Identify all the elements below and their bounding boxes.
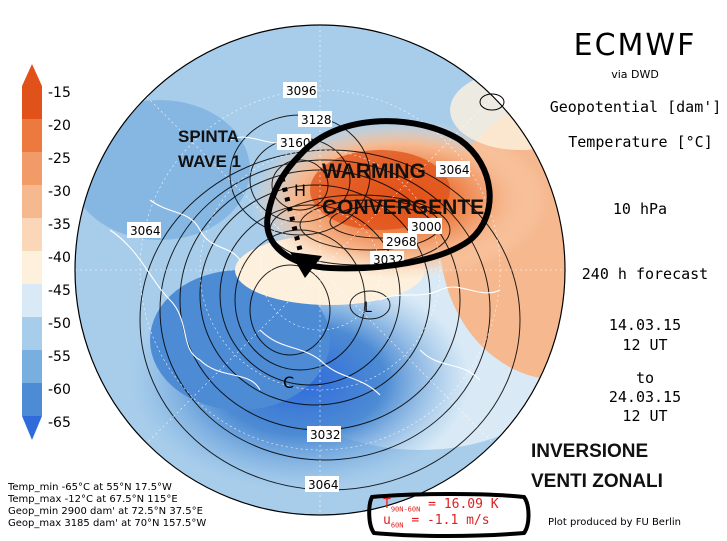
inversione-label-line1: INVERSIONE <box>531 441 649 462</box>
t-index-subscript: 90N-60N <box>390 505 421 514</box>
contour-label: 3064 <box>439 163 470 177</box>
low-center-label-2: L <box>364 300 372 316</box>
contour-label: 3064 <box>308 478 339 492</box>
end-date: 24.03.15 <box>608 388 682 406</box>
low-center-label: C <box>283 373 294 392</box>
level-label: 10 hPa <box>612 200 668 218</box>
spinta-label-line1: SPINTA <box>178 127 240 146</box>
warming-label-line2: CONVERGENTE <box>322 196 485 219</box>
colorbar-label: -55 <box>48 349 71 365</box>
contour-label: 2968 <box>386 235 417 249</box>
high-center-label: H <box>294 181 306 200</box>
model-title: ECMWF <box>573 28 697 63</box>
contour-label: 3160 <box>280 136 311 150</box>
u-index-subscript: 60N <box>390 521 404 530</box>
to-label: to <box>635 369 655 387</box>
colorbar-label: -40 <box>48 250 71 266</box>
colorbar-label: -30 <box>48 184 71 200</box>
credit-label: Plot produced by FU Berlin <box>548 517 681 528</box>
t-index-value: = 16.09 K <box>428 497 499 512</box>
wave1-arrow-shaft <box>279 177 303 251</box>
temp-max-stat: Temp_max -12°C at 67.5°N 115°E <box>8 494 178 505</box>
u-index: u60N = -1.1 m/s <box>383 513 490 530</box>
colorbar <box>22 64 42 440</box>
start-time: 12 UT <box>622 336 668 354</box>
colorbar-label: -35 <box>48 217 71 233</box>
t-index-symbol: T <box>383 497 391 512</box>
warming-label-line1: WARMING <box>322 160 426 183</box>
geopotential-label: Geopotential [dam'] <box>549 98 722 116</box>
colorbar-label: -20 <box>48 118 71 134</box>
colorbar-label: -60 <box>48 382 71 398</box>
colorbar-label: -45 <box>48 283 71 299</box>
contour-label: 3064 <box>130 224 161 238</box>
geop-min-stat: Geop_min 2900 dam' at 72.5°N 37.5°E <box>8 506 203 517</box>
spinta-label-line2: WAVE 1 <box>178 152 241 171</box>
contour-labels: 3096 3128 3160 3064 3064 2968 3000 3032 … <box>127 82 470 492</box>
u-index-symbol: u <box>383 513 391 528</box>
colorbar-label: -65 <box>48 415 71 431</box>
warm-core <box>310 150 450 230</box>
cold-core <box>150 270 330 410</box>
indices-highlight <box>367 492 531 538</box>
u-index-value: = -1.1 m/s <box>411 513 490 528</box>
inversione-label-line2: VENTI ZONALI <box>531 471 663 492</box>
colorbar-label: -15 <box>48 85 71 101</box>
colorbar-label: -25 <box>48 151 71 167</box>
contour-label: 3096 <box>286 84 317 98</box>
start-date: 14.03.15 <box>608 316 682 334</box>
contour-label: 3128 <box>301 113 332 127</box>
via-label: via DWD <box>611 68 659 81</box>
warming-outline <box>264 118 493 272</box>
map-border <box>74 24 566 516</box>
contour-label: 3032 <box>310 428 341 442</box>
temp-min-stat: Temp_min -65°C at 55°N 17.5°W <box>8 482 172 493</box>
geop-max-stat: Geop_max 3185 dam' at 70°N 157.5°W <box>8 518 207 529</box>
contour-label: 3000 <box>411 220 442 234</box>
forecast-label: 240 h forecast <box>581 265 709 283</box>
wave1-arrow-head <box>290 252 322 278</box>
small-contour-ne <box>479 93 505 111</box>
end-time: 12 UT <box>622 407 668 425</box>
t-index: T90N-60N = 16.09 K <box>383 497 499 514</box>
temperature-label: Temperature [°C] <box>568 133 713 151</box>
colorbar-label: -50 <box>48 316 71 332</box>
